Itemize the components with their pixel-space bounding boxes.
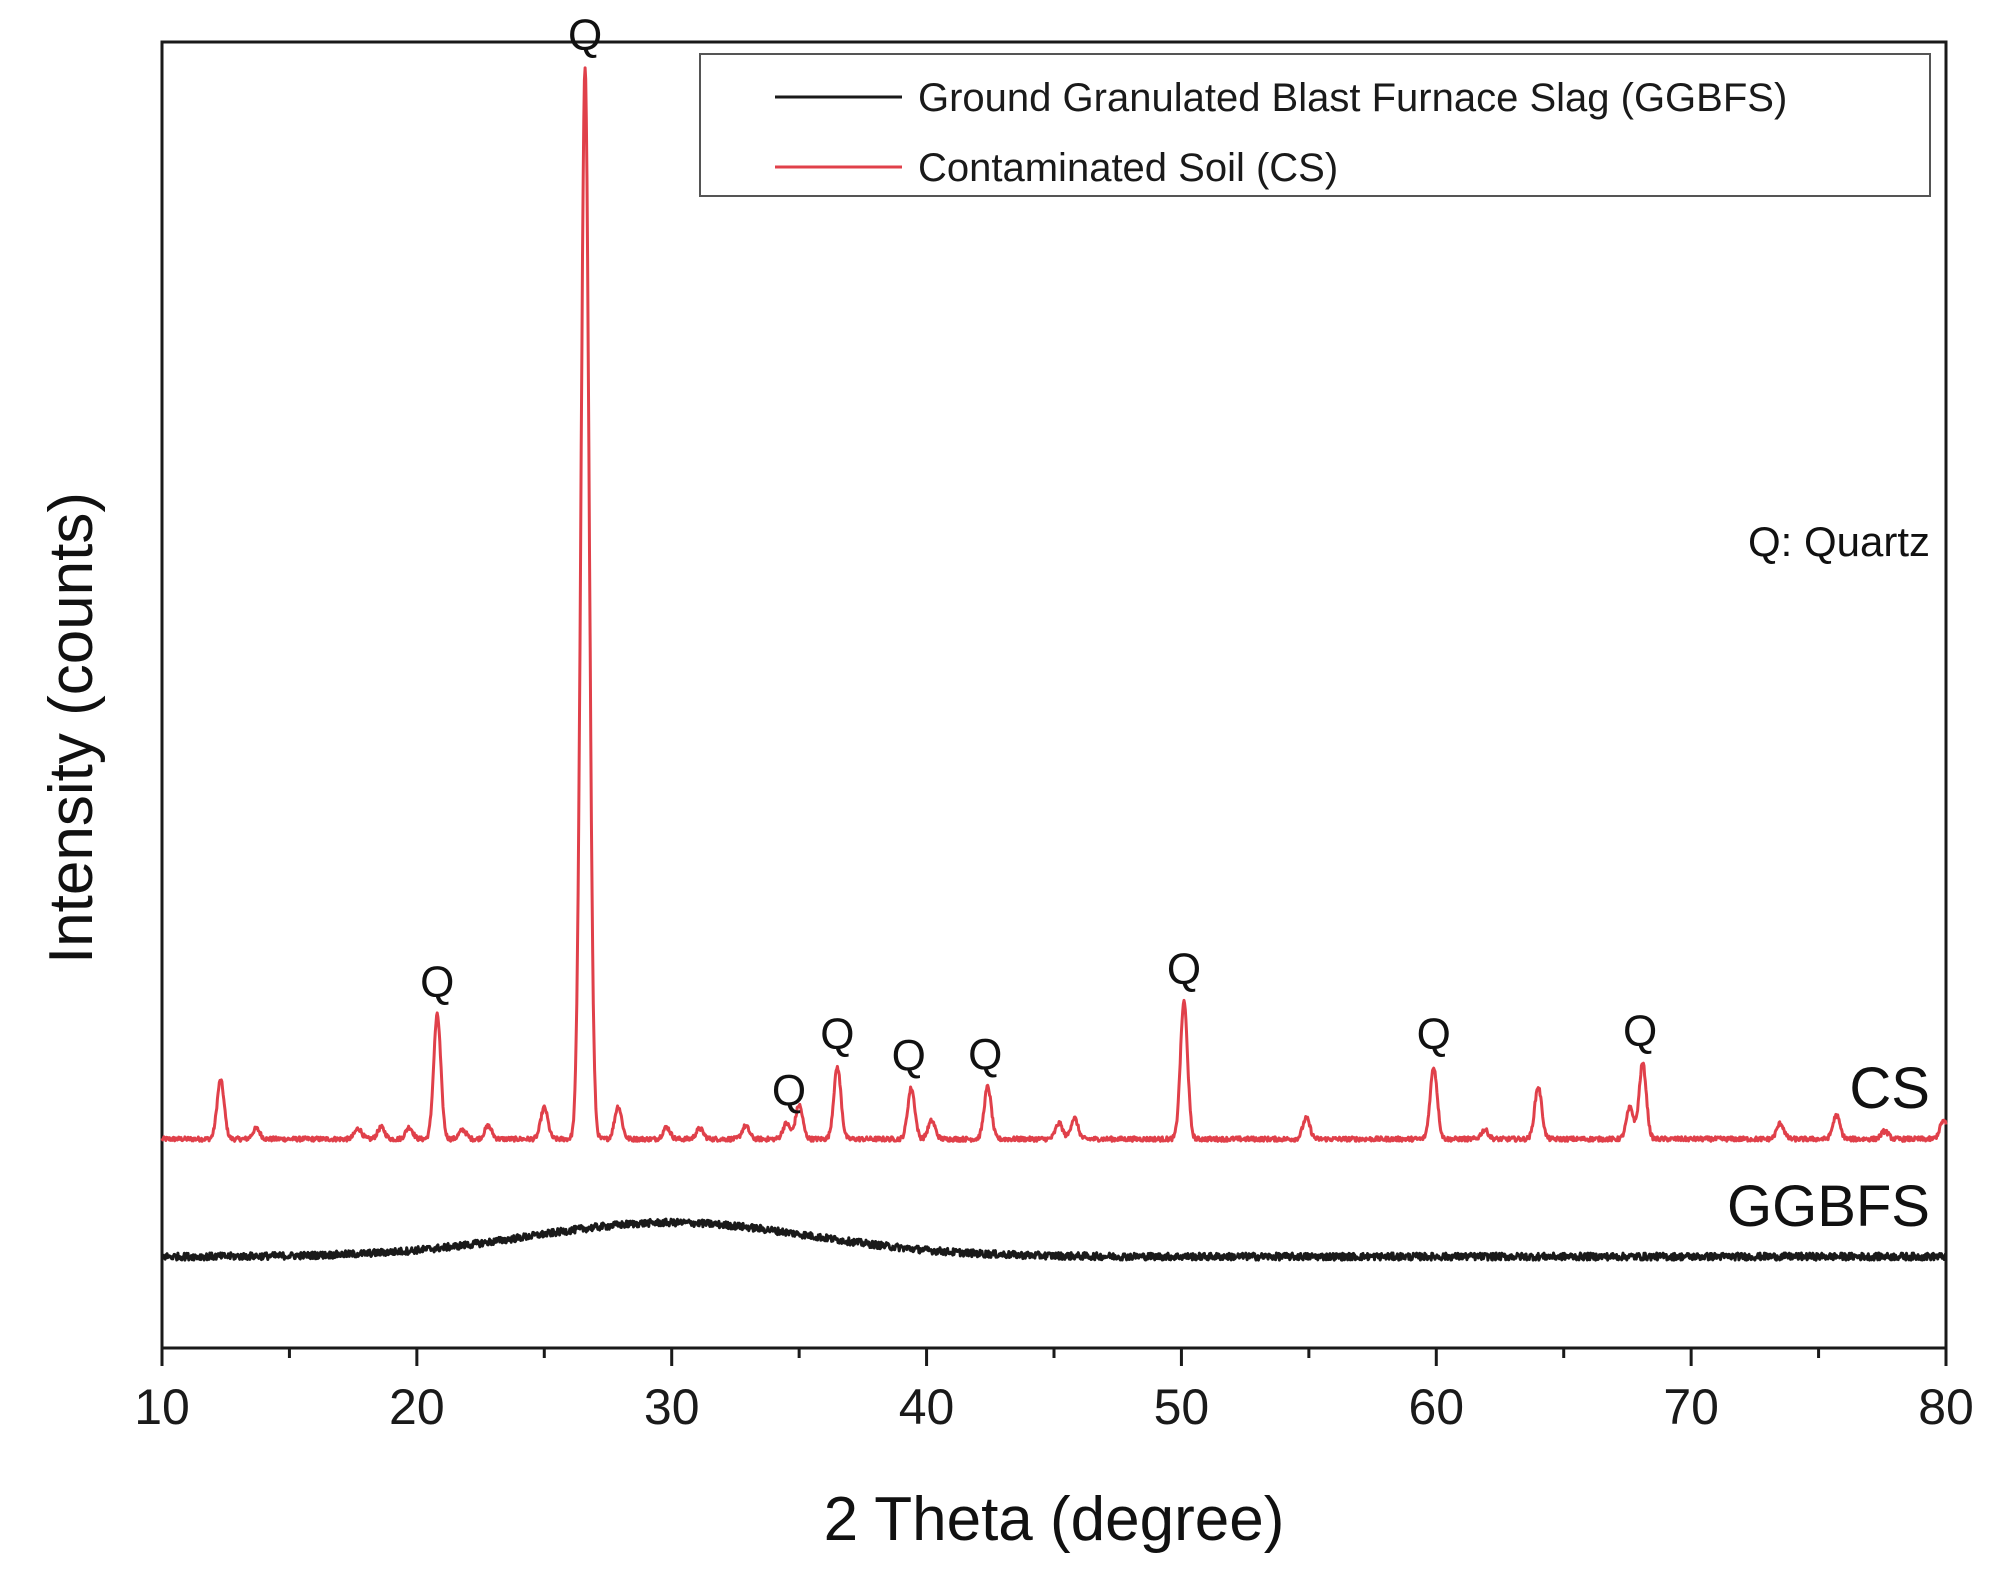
x-tick-label-30: 30 (644, 1379, 700, 1435)
peak-label-q-2: Q (772, 1066, 806, 1115)
series-label-cs: CS (1849, 1056, 1930, 1121)
peak-label-q-6: Q (1167, 945, 1201, 994)
peak-label-q-3: Q (820, 1010, 854, 1059)
peak-label-q-0: Q (420, 958, 454, 1007)
x-tick-label-20: 20 (389, 1379, 445, 1435)
x-tick-label-10: 10 (134, 1379, 190, 1435)
x-tick-label-40: 40 (899, 1379, 955, 1435)
series-line-cs (160, 66, 1948, 1143)
series-layer (160, 66, 1948, 1262)
peak-label-q-8: Q (1623, 1007, 1657, 1056)
legend-label-ggbfs: Ground Granulated Blast Furnace Slag (GG… (918, 76, 1787, 120)
x-tick-label-60: 60 (1408, 1379, 1464, 1435)
legend: Ground Granulated Blast Furnace Slag (GG… (699, 53, 1931, 197)
peak-label-q-4: Q (892, 1032, 926, 1081)
x-tick-label-80: 80 (1918, 1379, 1974, 1435)
quartz-legend-note: Q: Quartz (1748, 518, 1930, 565)
peak-label-q-1: Q (568, 11, 602, 60)
y-axis-title: Intensity (counts) (37, 492, 106, 964)
x-tick-label-70: 70 (1663, 1379, 1719, 1435)
x-axis-ticks: 10 20 30 40 50 60 70 80 (134, 1348, 1974, 1435)
legend-label-cs: Contaminated Soil (CS) (918, 146, 1338, 190)
plot-frame (160, 40, 1948, 1350)
peak-label-q-5: Q (968, 1030, 1002, 1079)
series-label-ggbfs: GGBFS (1727, 1174, 1930, 1239)
peak-label-q-7: Q (1417, 1010, 1451, 1059)
x-tick-label-50: 50 (1154, 1379, 1210, 1435)
series-line-ggbfs (160, 1217, 1948, 1262)
legend-box (699, 53, 1931, 197)
x-axis-title: 2 Theta (degree) (824, 1485, 1285, 1554)
